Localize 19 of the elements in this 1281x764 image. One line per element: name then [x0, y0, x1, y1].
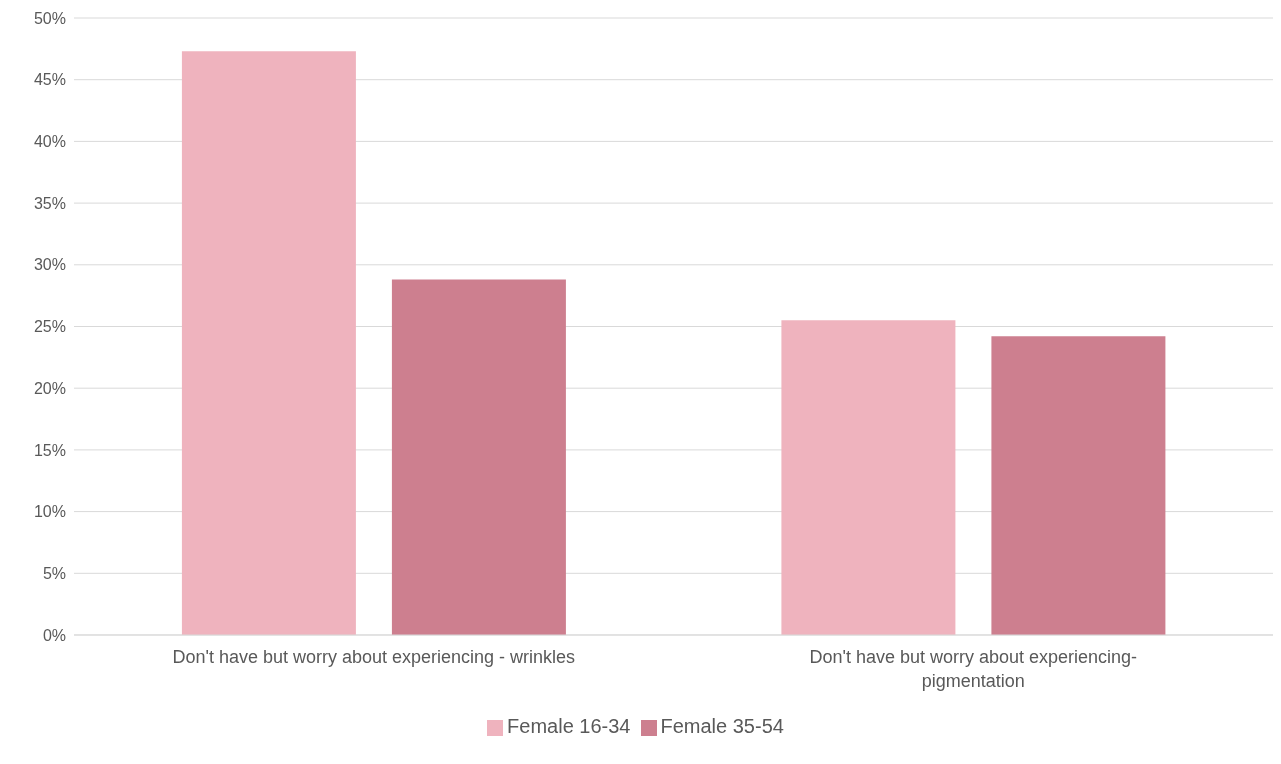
- y-tick-label: 5%: [42, 564, 66, 582]
- y-tick-label: 40%: [33, 133, 66, 151]
- y-tick-label: 0%: [42, 626, 66, 644]
- y-tick-label: 30%: [33, 256, 66, 274]
- y-tick-label: 35%: [33, 194, 66, 212]
- bar: [181, 51, 356, 635]
- y-tick-label: 50%: [33, 9, 66, 27]
- bar: [781, 320, 956, 635]
- y-tick-label: 25%: [33, 318, 66, 336]
- y-tick-label: 15%: [33, 441, 66, 459]
- x-tick-label: Don't have but worry about experiencing - wrinkles: [172, 647, 576, 667]
- y-tick-label: 45%: [33, 71, 66, 89]
- bar: [391, 279, 566, 635]
- x-tick-label: Don't have but worry about experiencing-pigmentation: [809, 647, 1138, 691]
- legend-label: Female 16-34: [507, 715, 631, 737]
- y-tick-label: 20%: [33, 379, 66, 397]
- bar: [991, 336, 1166, 635]
- y-tick-label: 10%: [33, 503, 66, 521]
- legend-label: Female 35-54: [660, 715, 784, 737]
